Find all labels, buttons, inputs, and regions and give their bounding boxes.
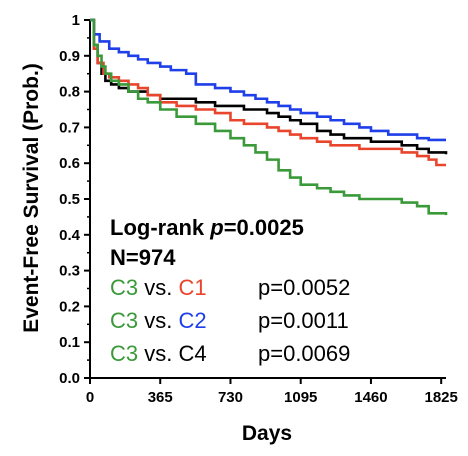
comparison-row: C3 vs. C4 [110,341,207,366]
comparison-group-b: C1 [178,275,206,300]
logrank-prefix: Log-rank [110,215,210,240]
comparison-p-value: p=0.0011 [258,308,349,333]
series-lines [90,18,448,216]
x-tick-label: 1095 [284,389,317,406]
y-tick-label: 0.1 [59,334,80,351]
y-tick-label: 1 [72,12,80,29]
x-tick-label: 0 [86,389,94,406]
y-tick-label: 0.2 [59,298,80,315]
x-tick-label: 1825 [425,389,458,406]
comparison-group-a: C3 [110,275,138,300]
comparison-p-value: p=0.0052 [258,275,350,300]
comparison-vs: vs. [138,275,178,300]
x-tick-label: 1460 [354,389,387,406]
comparison-p-value: p=0.0069 [258,341,350,366]
n-text: N=974 [110,245,176,270]
comparison-group-a: C3 [110,341,138,366]
series-line-c3 [90,18,448,216]
y-tick-label: 0.7 [59,119,80,136]
y-tick-label: 0.9 [59,48,80,65]
comparison-row: C3 vs. C1 [110,275,207,300]
comparison-group-a: C3 [110,308,138,333]
comparison-group-b: C2 [178,308,206,333]
y-tick-label: 0.0 [59,370,80,387]
y-tick-label: 0.3 [59,263,80,280]
series-line-c1 [90,18,446,167]
x-tick-label: 730 [218,389,243,406]
logrank-p: p [209,215,223,240]
comparison-group-b: C4 [178,341,206,366]
logrank-value: =0.0025 [224,215,304,240]
comparison-list: C3 vs. C1 p=0.0052 C3 vs. C2 p=0.0011 C3 vs.… [110,275,350,366]
comparison-row: C3 vs. C2 [110,308,207,333]
logrank-text: Log-rank p=0.0025 [110,215,304,240]
y-tick-label: 0.8 [59,84,80,101]
series-line-c2 [90,18,446,142]
y-axis-label: Event-Free Survival (Prob.) [20,63,43,333]
ticks: 0.0 0.1 0.2 0.3 0.4 0.5 0.6 0.7 0.8 0.9 1 0 365 730 10… [59,12,458,406]
x-tick-label: 365 [148,389,173,406]
x-axis-label: Days [242,422,292,445]
y-tick-label: 0.6 [59,155,80,172]
comparison-vs: vs. [138,341,178,366]
y-tick-label: 0.4 [59,227,81,244]
y-tick-label: 0.5 [59,191,80,208]
comparison-vs: vs. [138,308,178,333]
